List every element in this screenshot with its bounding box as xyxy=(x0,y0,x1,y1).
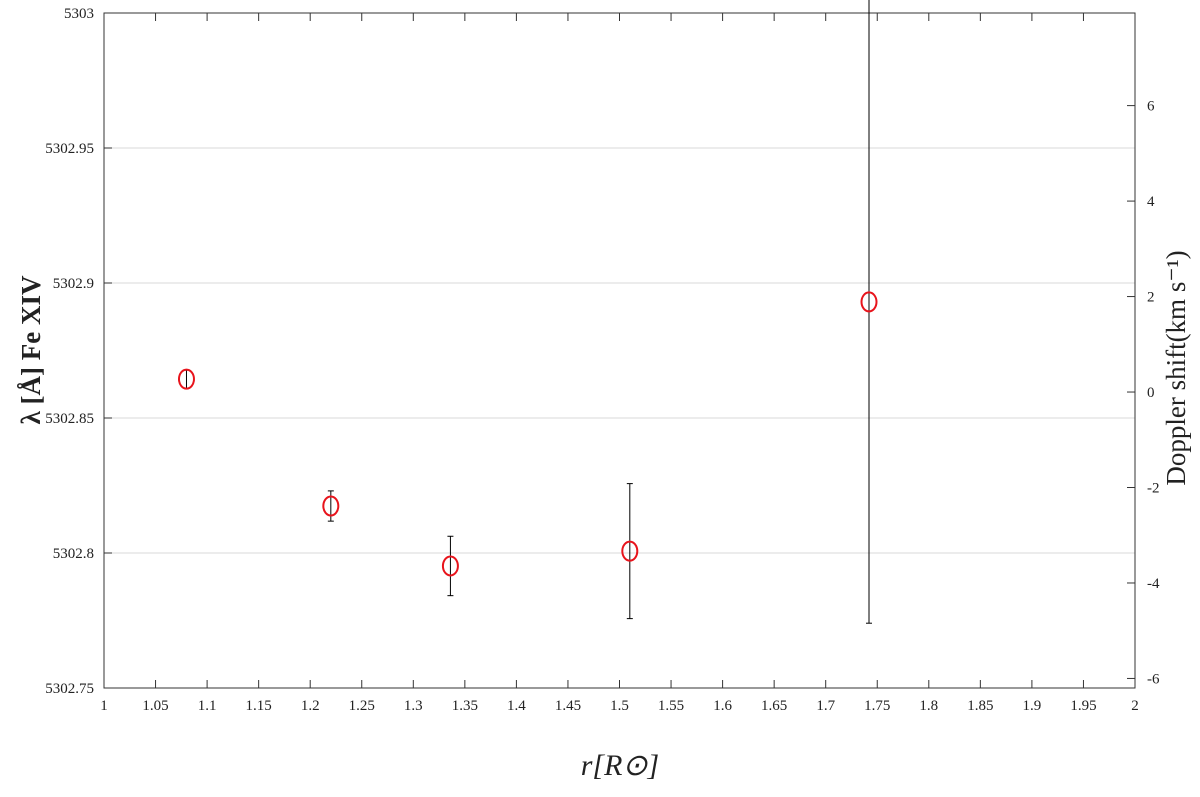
y-tick-label: 5302.8 xyxy=(53,546,94,562)
x-tick-label: 1.65 xyxy=(761,698,787,714)
x-tick-label: 1.9 xyxy=(1023,698,1042,714)
y-tick-label: 5303 xyxy=(64,6,94,22)
error-bar xyxy=(626,483,633,620)
plot-frame xyxy=(103,12,1136,689)
y-axis-label: λ [Å] Fe XIV xyxy=(16,275,46,424)
x-tick-label: 1.6 xyxy=(713,698,732,714)
error-bar xyxy=(866,0,873,624)
x-tick-label: 1.95 xyxy=(1070,698,1096,714)
x-tick-label: 1.3 xyxy=(404,698,423,714)
y-tick-label: 5302.85 xyxy=(45,411,94,427)
x-tick-label: 1.75 xyxy=(864,698,890,714)
x-tick-label: 2 xyxy=(1131,698,1139,714)
data-point xyxy=(322,495,340,517)
y2-tick-label: 0 xyxy=(1147,385,1155,401)
x-tick-label: 1.5 xyxy=(610,698,629,714)
y-tick-label: 5302.9 xyxy=(53,276,94,292)
x-tick-label: 1.2 xyxy=(301,698,320,714)
data-point xyxy=(860,291,878,313)
x-tick-label: 1.05 xyxy=(142,698,168,714)
x-tick-label: 1.4 xyxy=(507,698,526,714)
x-tick-label: 1.55 xyxy=(658,698,684,714)
error-bar xyxy=(447,535,454,597)
x-tick-label: 1.45 xyxy=(555,698,581,714)
error-bar xyxy=(183,369,190,389)
y2-axis-label: Doppler shift(km s⁻¹) xyxy=(1161,250,1191,485)
data-point xyxy=(441,555,459,577)
x-axis-label: r[R⊙] xyxy=(581,749,660,782)
x-tick-label: 1.15 xyxy=(246,698,272,714)
y2-tick-label: -6 xyxy=(1147,671,1160,687)
x-tick-label: 1.7 xyxy=(816,698,835,714)
error-bar xyxy=(327,490,334,522)
x-tick-label: 1.35 xyxy=(452,698,478,714)
x-tick-label: 1.8 xyxy=(919,698,938,714)
y2-tick-label: -2 xyxy=(1147,481,1160,497)
data-point xyxy=(621,540,639,562)
x-tick-label: 1.25 xyxy=(349,698,375,714)
y2-tick-label: 6 xyxy=(1147,99,1155,115)
data-point xyxy=(177,368,195,390)
y2-tick-label: -4 xyxy=(1147,576,1160,592)
x-tick-label: 1.1 xyxy=(198,698,217,714)
y2-tick-label: 2 xyxy=(1147,290,1155,306)
y2-tick-label: 4 xyxy=(1147,194,1155,210)
x-tick-label: 1.85 xyxy=(967,698,993,714)
x-tick-label: 1 xyxy=(100,698,108,714)
y-tick-label: 5302.75 xyxy=(45,681,94,697)
y-tick-label: 5302.95 xyxy=(45,141,94,157)
